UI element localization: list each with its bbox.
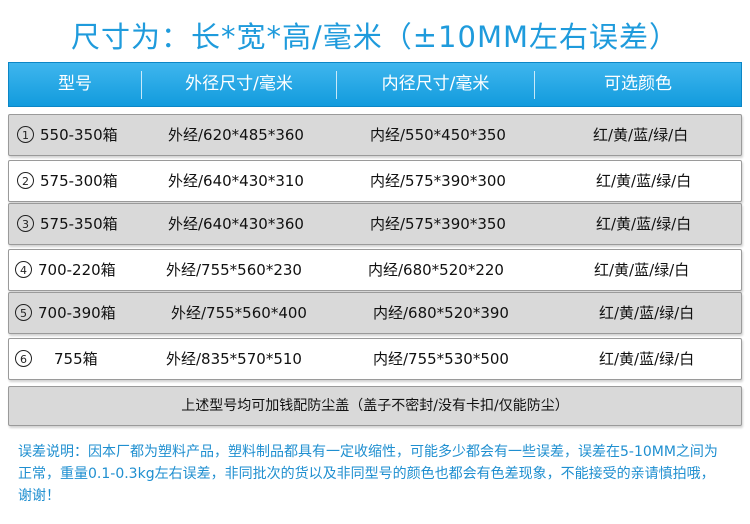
row-model: 700-220箱 xyxy=(38,261,116,279)
page-title: 尺寸为：长*宽*高/毫米（±10MM左右误差） xyxy=(70,20,679,54)
header-inner-size: 内径尺寸/毫米 xyxy=(381,74,490,94)
row-colors: 红/黄/蓝/绿/白 xyxy=(596,172,692,190)
row-colors: 红/黄/蓝/绿/白 xyxy=(599,350,695,368)
row-model: 575-300箱 xyxy=(40,172,118,190)
row-model: 575-350箱 xyxy=(40,215,118,233)
row-number: 6 xyxy=(15,350,32,367)
row-inner-size: 内经/550*450*350 xyxy=(370,126,506,144)
row-inner-size: 内经/755*530*500 xyxy=(373,350,509,368)
table-row: 5 700-390箱 外经/755*560*400 内经/680*520*390… xyxy=(8,292,742,334)
row-number: 3 xyxy=(17,215,34,232)
header-divider xyxy=(534,71,535,99)
row-number: 4 xyxy=(15,261,32,278)
row-outer-size: 外经/755*560*400 xyxy=(171,304,307,322)
error-note: 误差说明：因本厂都为塑料产品，塑料制品都具有一定收缩性，可能多少都会有一些误差，… xyxy=(18,444,718,504)
header-outer-size: 外径尺寸/毫米 xyxy=(185,74,293,94)
header-divider xyxy=(141,71,142,99)
table-row: 2 575-300箱 外经/640*430*310 内经/575*390*300… xyxy=(8,160,742,202)
table-row: 3 575-350箱 外经/640*430*360 内经/575*390*350… xyxy=(8,203,742,245)
row-colors: 红/黄/蓝/绿/白 xyxy=(599,304,695,322)
row-inner-size: 内经/680*520*390 xyxy=(373,304,509,322)
header-model: 型号 xyxy=(58,74,92,94)
row-number: 1 xyxy=(17,126,34,143)
row-outer-size: 外经/640*430*360 xyxy=(168,215,304,233)
header-divider xyxy=(336,71,337,99)
row-outer-size: 外经/835*570*510 xyxy=(166,350,302,368)
row-model: 550-350箱 xyxy=(40,126,118,144)
row-outer-size: 外经/620*485*360 xyxy=(168,126,304,144)
row-number: 2 xyxy=(17,172,34,189)
row-colors: 红/黄/蓝/绿/白 xyxy=(594,261,690,279)
row-colors: 红/黄/蓝/绿/白 xyxy=(596,215,692,233)
table-header: 型号 外径尺寸/毫米 内径尺寸/毫米 可选颜色 xyxy=(8,62,742,107)
row-number: 5 xyxy=(15,304,32,321)
dust-cover-note: 上述型号均可加钱配防尘盖（盖子不密封/没有卡扣/仅能防尘） xyxy=(8,386,742,426)
table-row: 6 755箱 外经/835*570*510 内经/755*530*500 红/黄… xyxy=(8,338,742,380)
table-row: 4 700-220箱 外经/755*560*230 内经/680*520*220… xyxy=(8,249,742,291)
table-row: 1 550-350箱 外经/620*485*360 内经/550*450*350… xyxy=(8,114,742,156)
row-outer-size: 外经/640*430*310 xyxy=(168,172,304,190)
header-colors: 可选颜色 xyxy=(604,74,672,94)
row-inner-size: 内经/575*390*300 xyxy=(370,172,506,190)
row-inner-size: 内经/575*390*350 xyxy=(370,215,506,233)
row-outer-size: 外经/755*560*230 xyxy=(166,261,302,279)
row-inner-size: 内经/680*520*220 xyxy=(368,261,504,279)
row-model: 755箱 xyxy=(54,350,98,368)
row-model: 700-390箱 xyxy=(38,304,116,322)
row-colors: 红/黄/蓝/绿/白 xyxy=(593,126,689,144)
